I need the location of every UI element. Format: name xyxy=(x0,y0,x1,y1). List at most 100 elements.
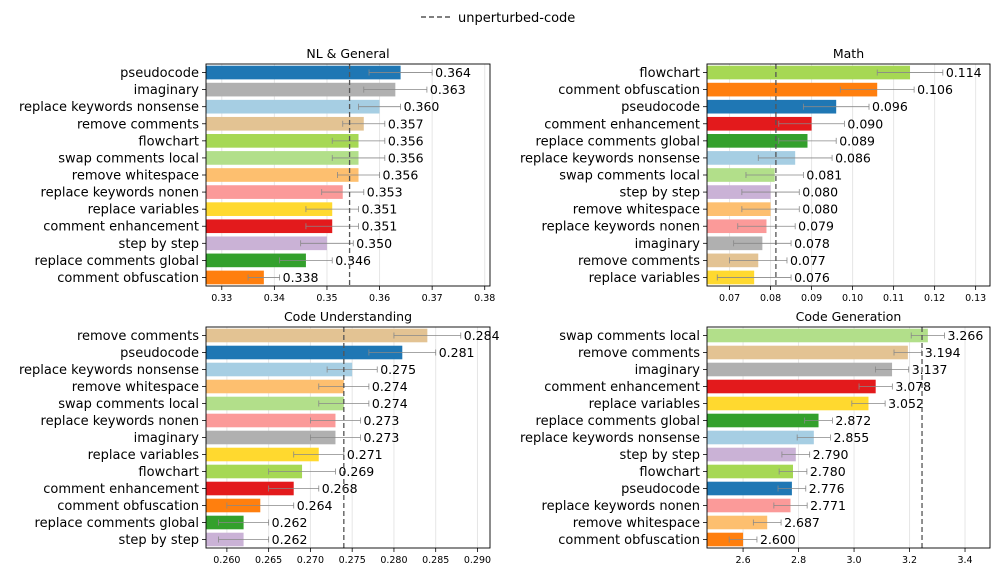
category-label: remove comments xyxy=(578,346,700,361)
x-tick-label: 3.2 xyxy=(902,555,917,566)
bar-step-by-step xyxy=(206,236,327,251)
bar-swap-comments-local xyxy=(707,168,775,182)
x-tick-label: 0.35 xyxy=(316,293,337,304)
value-label: 0.273 xyxy=(364,413,400,428)
category-label: replace comments global xyxy=(536,134,700,149)
bar-replace-variables xyxy=(707,396,869,411)
category-label: swap comments local xyxy=(58,397,199,412)
category-label: replace keywords nonen xyxy=(41,414,199,429)
value-label: 0.090 xyxy=(847,116,883,131)
axes-frame xyxy=(706,63,991,287)
value-label: 0.356 xyxy=(388,133,424,148)
value-label: 2.872 xyxy=(835,413,871,428)
category-label: comment enhancement xyxy=(43,220,199,235)
x-tick-label: 0.37 xyxy=(422,293,443,304)
bar-comment-enhancement xyxy=(707,116,812,131)
value-label: 3.266 xyxy=(947,328,983,343)
category-label: comment obfuscation xyxy=(558,83,700,98)
category-label: pseudocode xyxy=(621,482,700,497)
value-label: 0.274 xyxy=(372,379,408,394)
category-label: flowchart xyxy=(639,66,700,81)
value-label: 0.268 xyxy=(322,481,358,496)
value-label: 2.780 xyxy=(810,464,846,479)
category-label: comment enhancement xyxy=(544,380,700,395)
bar-flowchart xyxy=(206,464,303,479)
category-label: swap comments local xyxy=(559,169,700,184)
value-label: 0.346 xyxy=(335,253,371,268)
value-label: 0.275 xyxy=(380,362,416,377)
category-label: flowchart xyxy=(639,465,700,480)
category-label: step by step xyxy=(620,186,700,201)
category-label: remove whitespace xyxy=(573,203,700,218)
x-tick-label: 3.0 xyxy=(846,555,861,566)
value-label: 0.080 xyxy=(802,202,838,217)
category-label: replace variables xyxy=(88,203,200,218)
category-label: replace keywords nonsense xyxy=(520,431,700,446)
category-label: imaginary xyxy=(134,83,200,98)
x-tick-label: 2.6 xyxy=(736,555,751,566)
bar-remove-whitespace xyxy=(707,515,768,530)
value-label: 0.089 xyxy=(839,133,875,148)
bar-swap-comments-local xyxy=(206,151,359,165)
category-label: imaginary xyxy=(635,237,701,252)
value-label: 0.351 xyxy=(362,219,398,234)
bar-flowchart xyxy=(707,464,794,479)
bar-flowchart xyxy=(707,65,911,80)
value-label: 3.137 xyxy=(912,362,948,377)
bar-imaginary xyxy=(707,362,893,377)
category-label: pseudocode xyxy=(621,100,700,115)
x-tick-label: 0.08 xyxy=(760,293,781,304)
bar-replace-keywords-nonen xyxy=(206,413,336,428)
bar-replace-variables xyxy=(206,447,319,462)
value-label: 2.855 xyxy=(833,430,869,445)
legend-label: unperturbed-code xyxy=(458,11,575,26)
value-label: 2.771 xyxy=(810,498,846,513)
category-label: remove comments xyxy=(77,117,199,132)
bar-swap-comments-local xyxy=(206,396,344,411)
category-label: replace keywords nonen xyxy=(542,499,700,514)
bar-remove-whitespace xyxy=(206,379,344,394)
category-label: swap comments local xyxy=(58,151,199,166)
value-label: 0.262 xyxy=(272,515,308,530)
x-tick-label: 0.275 xyxy=(339,555,366,566)
bar-replace-keywords-nonen xyxy=(707,498,791,513)
x-tick-label: 0.10 xyxy=(842,293,863,304)
panel-code-generation: 3.266 swap comments local 3.194 remove comm… xyxy=(520,309,991,566)
bar-pseudocode xyxy=(707,99,837,114)
value-label: 3.078 xyxy=(895,379,931,394)
x-tick-label: 2.8 xyxy=(791,555,806,566)
bar-remove-whitespace xyxy=(206,168,359,182)
category-label: step by step xyxy=(620,448,700,463)
bar-comment-enhancement xyxy=(707,379,876,394)
axes-frame xyxy=(205,63,491,287)
category-label: flowchart xyxy=(138,134,199,149)
legend: unperturbed-code xyxy=(421,11,575,26)
category-label: replace comments global xyxy=(35,254,199,269)
bar-swap-comments-local xyxy=(707,328,928,343)
category-label: remove comments xyxy=(578,254,700,269)
category-label: flowchart xyxy=(138,465,199,480)
bar-replace-keywords-nonsense xyxy=(206,362,353,377)
bar-replace-keywords-nonen xyxy=(206,185,343,199)
value-label: 0.273 xyxy=(364,430,400,445)
category-label: replace variables xyxy=(589,397,701,412)
panel-math: 0.114 flowchart 0.106 comment obfuscation 0.… xyxy=(520,46,991,304)
x-tick-label: 0.36 xyxy=(369,293,390,304)
bar-remove-whitespace xyxy=(707,202,771,216)
bar-replace-comments-global xyxy=(707,413,819,428)
category-label: replace comments global xyxy=(536,414,700,429)
bar-replace-variables xyxy=(206,202,333,216)
panel-title: Code Understanding xyxy=(284,309,412,324)
category-label: comment enhancement xyxy=(43,482,199,497)
bar-remove-comments xyxy=(206,116,364,131)
value-label: 0.351 xyxy=(362,202,398,217)
value-label: 3.052 xyxy=(888,396,924,411)
bar-comment-obfuscation xyxy=(707,82,878,97)
category-label: replace keywords nonsense xyxy=(19,100,199,115)
category-label: replace keywords nonen xyxy=(41,186,199,201)
category-label: swap comments local xyxy=(559,329,700,344)
category-label: remove whitespace xyxy=(72,169,199,184)
value-label: 2.776 xyxy=(809,481,845,496)
value-label: 0.081 xyxy=(806,168,842,183)
bar-replace-keywords-nonsense xyxy=(707,151,796,165)
